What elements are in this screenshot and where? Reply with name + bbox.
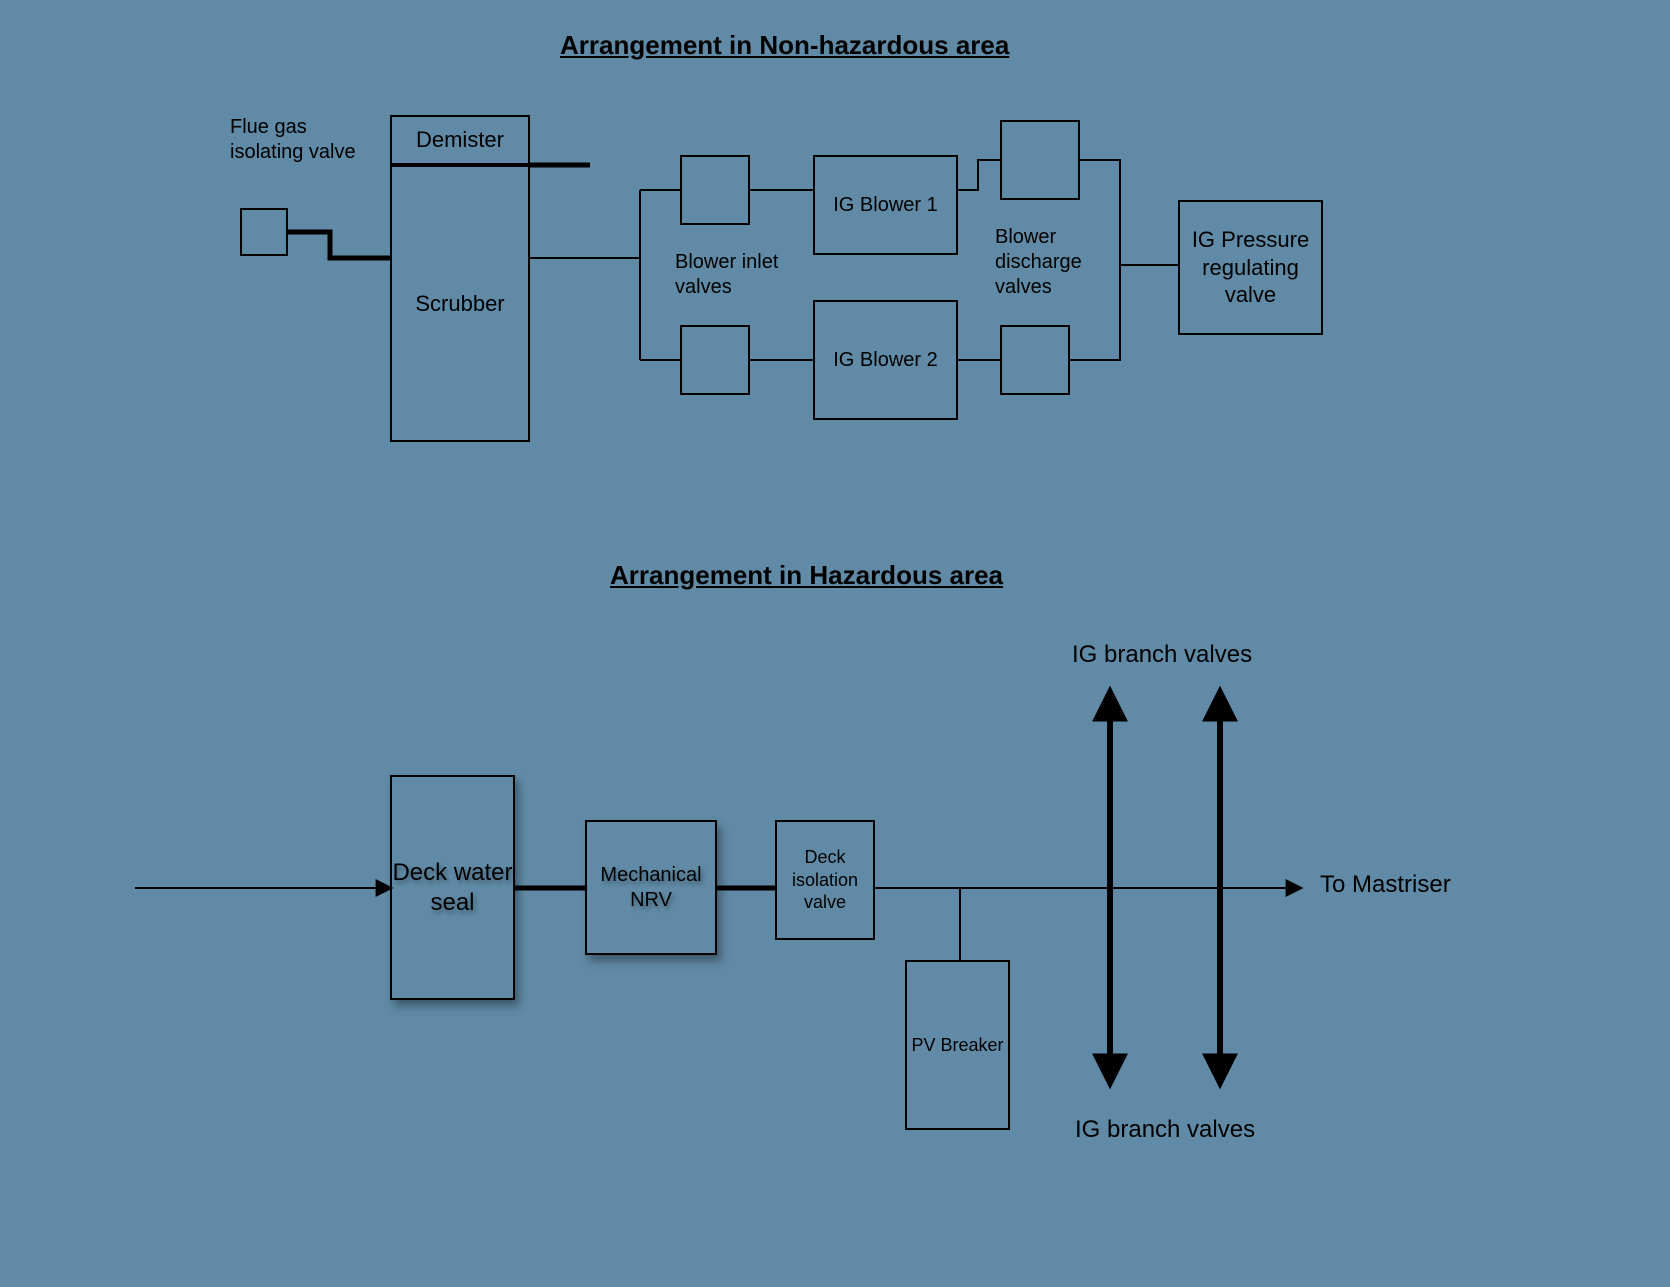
ig-pressure-regulating-valve-label: IG Pressure regulating valve [1180,226,1321,309]
deck-isolation-valve-label: Deck isolation valve [777,846,873,914]
ig-pressure-regulating-valve: IG Pressure regulating valve [1178,200,1323,335]
ig-blower-2-label: IG Blower 2 [833,348,937,373]
pv-breaker-label: PV Breaker [911,1034,1003,1057]
flue-gas-label: Flue gas isolating valve [230,115,360,165]
to-mastriser-label: To Mastriser [1320,870,1451,900]
blower-inlet-label: Blower inlet valves [675,250,795,300]
deck-water-seal-label: Deck water seal [392,858,513,918]
demister-label: Demister [416,126,504,154]
scrubber-box: Scrubber [390,165,530,442]
demister-box: Demister [390,115,530,165]
blower-discharge-label: Blower discharge valves [995,225,1125,300]
ig-blower-1-label: IG Blower 1 [833,193,937,218]
ig-blower-1: IG Blower 1 [813,155,958,255]
blower-discharge-valve-2 [1000,325,1070,395]
flue-gas-valve-box [240,208,288,256]
title-hazardous: Arrangement in Hazardous area [610,560,1003,591]
mechanical-nrv-label: Mechanical NRV [587,863,715,913]
title-nonhazardous: Arrangement in Non-hazardous area [560,30,1009,61]
blower-inlet-valve-1 [680,155,750,225]
blower-inlet-valve-2 [680,325,750,395]
ig-branch-valves-top-label: IG branch valves [1072,640,1252,670]
blower-discharge-valve-1 [1000,120,1080,200]
pv-breaker: PV Breaker [905,960,1010,1130]
deck-water-seal: Deck water seal [390,775,515,1000]
deck-isolation-valve: Deck isolation valve [775,820,875,940]
ig-branch-valves-bottom-label: IG branch valves [1075,1115,1255,1145]
mechanical-nrv: Mechanical NRV [585,820,717,955]
ig-blower-2: IG Blower 2 [813,300,958,420]
scrubber-label: Scrubber [415,290,504,318]
